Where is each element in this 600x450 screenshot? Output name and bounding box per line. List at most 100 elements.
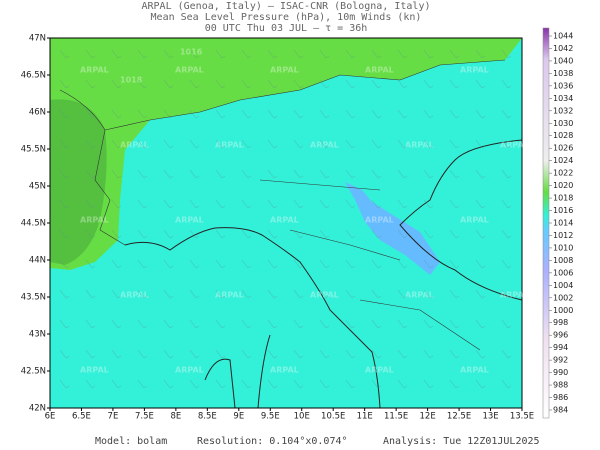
wind-barb — [267, 349, 278, 359]
wind-barb — [241, 259, 252, 269]
y-tick-label: 46N — [29, 108, 46, 118]
colorbar-label: 1016 — [553, 206, 573, 215]
wind-barb — [111, 349, 122, 359]
x-tick-label: 10E — [294, 412, 310, 422]
y-tick-label: 45N — [29, 182, 46, 192]
x-tick-label: 11E — [357, 412, 373, 422]
wind-barb — [241, 229, 252, 239]
watermark: ARPAL — [500, 291, 529, 300]
wind-barb — [397, 109, 408, 119]
wind-barb — [137, 79, 148, 89]
wind-barb — [319, 79, 330, 89]
y-tick-label: 42.5N — [21, 367, 46, 377]
wind-barb — [293, 349, 304, 359]
wind-barb — [475, 229, 486, 239]
wind-barb — [423, 349, 434, 359]
wind-barb — [59, 109, 70, 119]
wind-barb — [137, 109, 148, 119]
wind-barb — [189, 79, 200, 89]
wind-barb — [267, 319, 278, 329]
coastline — [399, 139, 522, 301]
wind-barb — [397, 139, 408, 149]
x-tick-label: 9E — [233, 412, 244, 422]
wind-barb — [449, 79, 460, 89]
wind-barb — [189, 199, 200, 209]
x-tick-label: 8E — [170, 412, 181, 422]
wind-barb — [397, 379, 408, 389]
wind-barb — [397, 349, 408, 359]
wind-barb — [59, 199, 70, 209]
colorbar-label: 988 — [553, 381, 568, 390]
watermark: ARPAL — [365, 366, 394, 375]
wind-barb — [345, 349, 356, 359]
wind-barb — [163, 349, 174, 359]
wind-barb — [59, 289, 70, 299]
colorbar — [542, 27, 550, 419]
watermark: ARPAL — [120, 291, 149, 300]
wind-barb — [423, 289, 434, 299]
x-tick-label: 13E — [482, 412, 498, 422]
wind-barb — [475, 199, 486, 209]
wind-barb — [137, 319, 148, 329]
border — [259, 179, 481, 351]
colorbar-label: 1026 — [553, 144, 573, 153]
wind-barb — [501, 79, 512, 89]
header-line: ARPAL (Genoa, Italy) – ISAC-CNR (Bologna… — [142, 1, 431, 12]
wind-barb — [59, 319, 70, 329]
wind-barb — [85, 259, 96, 269]
wind-barb — [137, 139, 148, 149]
watermark: ARPAL — [215, 291, 244, 300]
wind-barb — [59, 259, 70, 269]
watermark: ARPAL — [460, 366, 489, 375]
wind-barb — [137, 49, 148, 59]
header-line: Mean Sea Level Pressure (hPa), 10m Winds… — [151, 12, 422, 23]
wind-barb — [293, 199, 304, 209]
wind-barb — [345, 289, 356, 299]
wind-barb — [449, 349, 460, 359]
colorbar-label: 1014 — [553, 219, 573, 228]
colorbar-label: 984 — [553, 406, 568, 415]
colorbar-label: 1024 — [553, 156, 573, 165]
colorbar-label: 1034 — [553, 94, 573, 103]
colorbar-label: 1018 — [553, 194, 573, 203]
wind-barb — [163, 139, 174, 149]
wind-barb — [215, 79, 226, 89]
wind-barb — [345, 379, 356, 389]
wind-barb — [85, 169, 96, 179]
wind-barb — [371, 289, 382, 299]
x-tick-label: 6E — [45, 412, 56, 422]
wind-barb — [423, 259, 434, 269]
wind-barb — [59, 229, 70, 239]
wind-barb — [319, 199, 330, 209]
header-line: 00 UTC Thu 03 JUL – τ = 36h — [205, 23, 368, 34]
wind-barb — [449, 109, 460, 119]
wind-barb — [267, 229, 278, 239]
footer-resolution: Resolution: 0.104°x0.074° — [197, 436, 348, 447]
wind-barb — [345, 169, 356, 179]
wind-barb — [423, 229, 434, 239]
wind-barb — [215, 229, 226, 239]
wind-barb — [319, 289, 330, 299]
colorbar-label: 1002 — [553, 293, 573, 302]
wind-barb — [449, 169, 460, 179]
y-tick-label: 44N — [29, 256, 46, 266]
wind-barb — [345, 109, 356, 119]
wind-barb — [475, 319, 486, 329]
colorbar-label: 1042 — [553, 44, 573, 53]
x-tick-label: 8.5E — [198, 412, 217, 422]
wind-barb — [163, 109, 174, 119]
wind-barb — [137, 229, 148, 239]
wind-barb — [241, 109, 252, 119]
wind-barb — [59, 79, 70, 89]
wind-barb — [449, 289, 460, 299]
colorbar-label: 1000 — [553, 306, 573, 315]
wind-barb — [319, 109, 330, 119]
wind-barb — [215, 109, 226, 119]
x-tick-label: 13.5E — [510, 412, 534, 422]
wind-barb — [85, 349, 96, 359]
wind-barb — [345, 139, 356, 149]
colorbar-label: 1006 — [553, 268, 573, 277]
wind-barb — [501, 139, 512, 149]
wind-barb — [345, 49, 356, 59]
wind-barb — [501, 229, 512, 239]
